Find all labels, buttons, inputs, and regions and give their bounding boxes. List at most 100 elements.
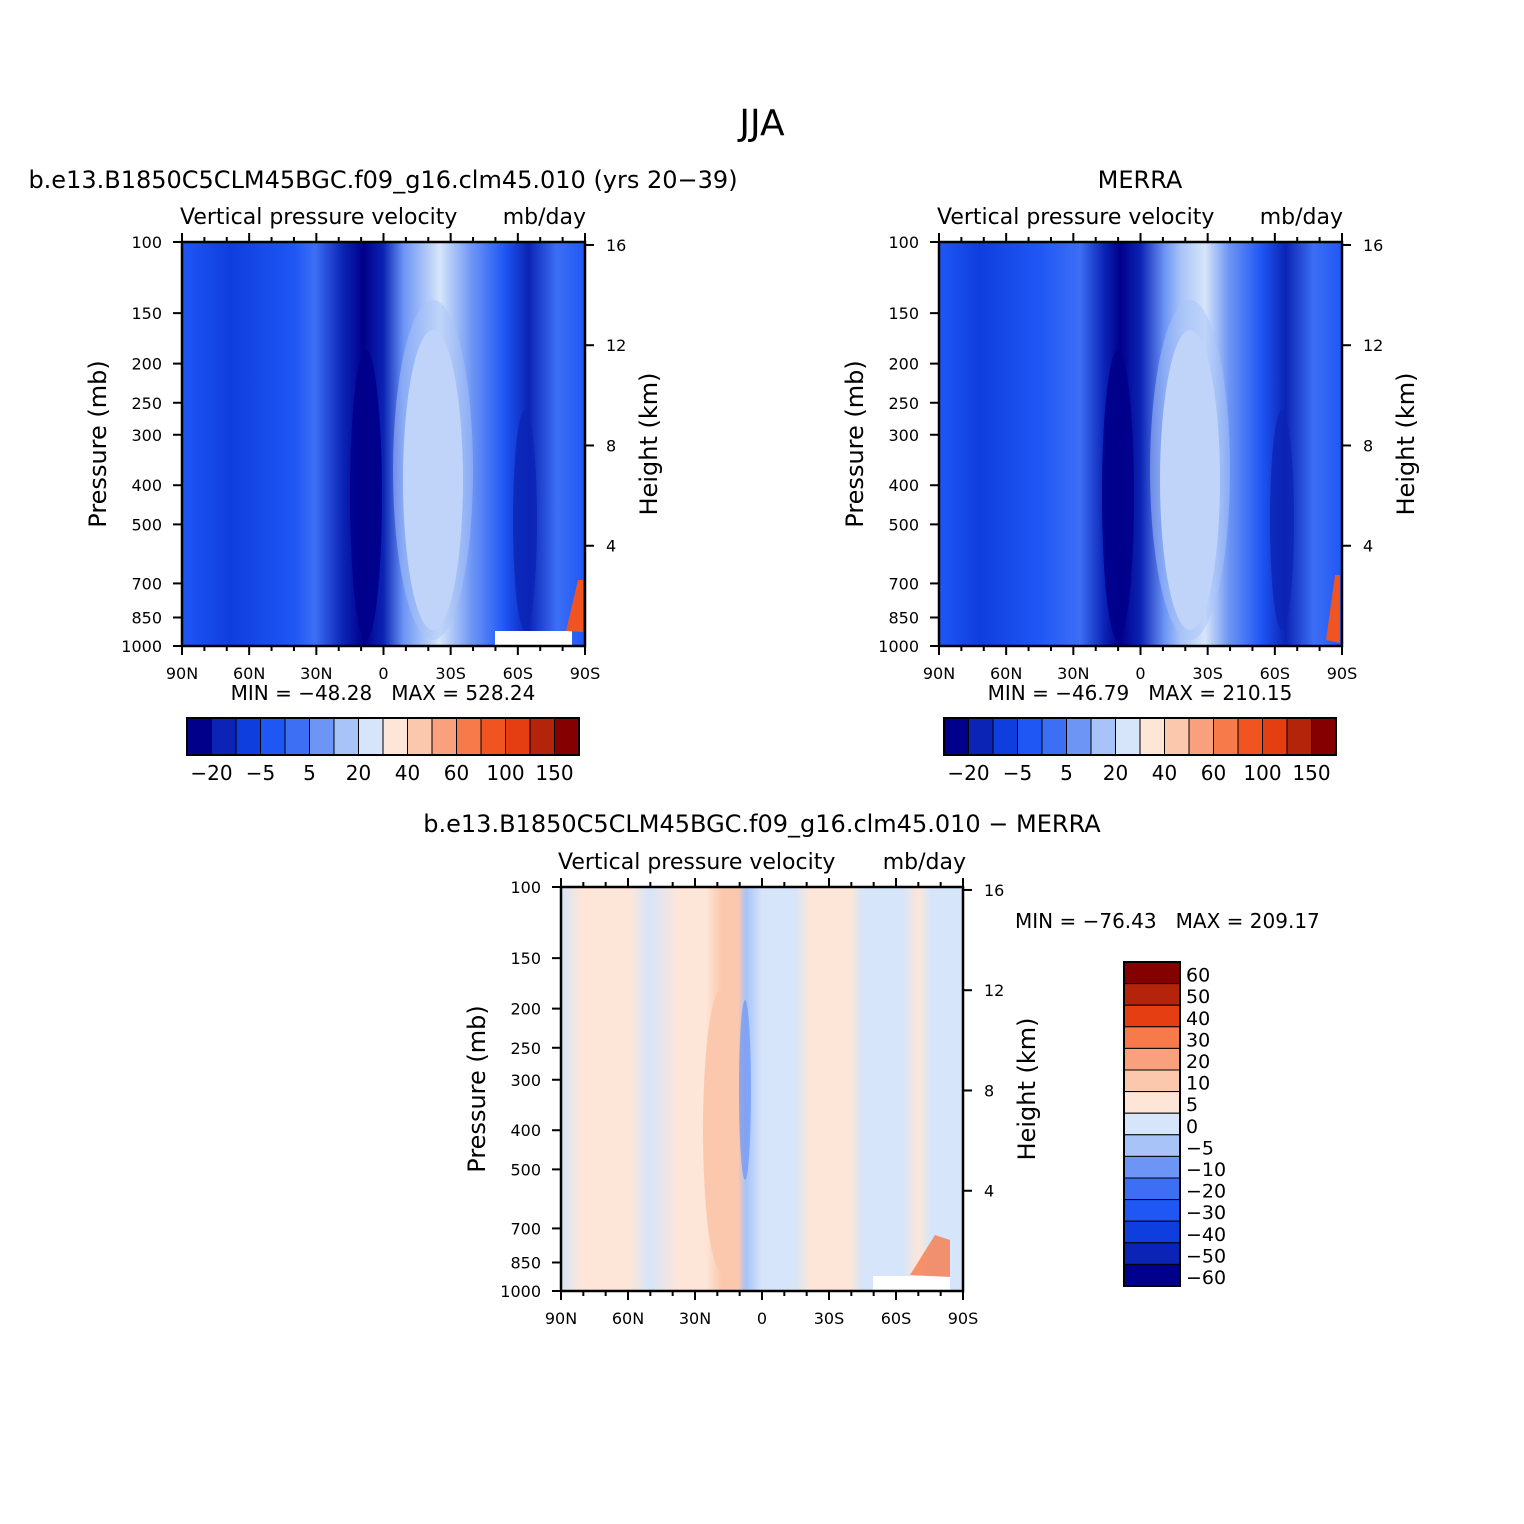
colorbar-swatch bbox=[186, 717, 212, 756]
colorbar-label: 40 bbox=[1152, 761, 1177, 785]
colorbar-label: 150 bbox=[535, 761, 573, 785]
latitude-tick-label: 30S bbox=[1192, 664, 1223, 683]
pressure-tick-label: 200 bbox=[131, 355, 162, 374]
pressure-tick-label: 500 bbox=[888, 515, 919, 534]
panel-merra: MERRA Vertical pressure velocity mb/day … bbox=[841, 166, 1420, 785]
height-tick-label: 12 bbox=[1363, 336, 1383, 355]
pressure-axis: 100 150 200 250 300 400 500 700 850 1000 bbox=[500, 878, 561, 1301]
latitude-axis: 90N 60N 30N 0 30S 60S 90S bbox=[166, 233, 600, 683]
pressure-tick-label: 150 bbox=[510, 949, 541, 968]
panel-title: b.e13.B1850C5CLM45BGC.f09_g16.clm45.010 … bbox=[423, 810, 1101, 838]
colorbar-swatch bbox=[358, 717, 384, 756]
latitude-tick-label: 90N bbox=[923, 664, 955, 683]
colorbar-swatch bbox=[1123, 1026, 1181, 1049]
colorbar-swatch bbox=[1123, 1199, 1181, 1222]
subtitle-right: mb/day bbox=[883, 850, 966, 875]
field-feature bbox=[513, 410, 537, 630]
pressure-tick-label: 250 bbox=[888, 394, 919, 413]
panel-difference: b.e13.B1850C5CLM45BGC.f09_g16.clm45.010 … bbox=[423, 810, 1319, 1328]
pressure-tick-label: 1000 bbox=[121, 637, 162, 656]
colorbar-swatch bbox=[260, 717, 286, 756]
colorbar-swatch bbox=[529, 717, 555, 756]
colorbar-swatch bbox=[309, 717, 335, 756]
colorbar-label: 60 bbox=[1186, 965, 1210, 987]
colorbar-label: 60 bbox=[444, 761, 469, 785]
colorbar-swatch bbox=[1237, 717, 1263, 756]
colorbar-swatch bbox=[1123, 1112, 1181, 1136]
pressure-tick-label: 300 bbox=[510, 1071, 541, 1090]
colorbar-swatch bbox=[1123, 1263, 1181, 1287]
colorbar-swatch bbox=[1213, 717, 1239, 756]
pressure-tick-label: 150 bbox=[888, 304, 919, 323]
height-tick-label: 8 bbox=[984, 1081, 994, 1100]
colorbar-swatch bbox=[456, 717, 482, 756]
panel-title: b.e13.B1850C5CLM45BGC.f09_g16.clm45.010 … bbox=[28, 166, 737, 194]
pressure-axis: 100 150 200 250 300 400 500 700 850 1000 bbox=[121, 233, 182, 656]
y-axis-label: Pressure (mb) bbox=[84, 360, 112, 527]
min-max-label: MIN = −46.79 MAX = 210.15 bbox=[988, 681, 1293, 705]
field-feature bbox=[1270, 410, 1294, 630]
colorbar-frame bbox=[943, 717, 1337, 756]
latitude-tick-label: 0 bbox=[757, 1309, 767, 1328]
pressure-tick-label: 850 bbox=[510, 1253, 541, 1272]
field-feature bbox=[703, 990, 739, 1270]
height-tick-label: 4 bbox=[984, 1182, 994, 1201]
latitude-tick-label: 30S bbox=[814, 1309, 845, 1328]
colorbar-swatch bbox=[1123, 983, 1181, 1006]
height-axis: 16 12 8 4 bbox=[585, 236, 626, 556]
colorbar-swatch bbox=[1188, 717, 1214, 756]
height-tick-label: 8 bbox=[1363, 436, 1373, 455]
field-feature bbox=[350, 350, 382, 640]
colorbar-swatch bbox=[235, 717, 261, 756]
colorbar-swatch bbox=[480, 717, 506, 756]
colorbar-swatch bbox=[1123, 1047, 1181, 1071]
pressure-tick-label: 1000 bbox=[500, 1282, 541, 1301]
colorbar-label: 100 bbox=[1243, 761, 1281, 785]
colorbar-label: 20 bbox=[346, 761, 371, 785]
missing-data bbox=[495, 631, 572, 645]
colorbar-label: −40 bbox=[1186, 1224, 1226, 1246]
latitude-axis: 90N 60N 30N 0 30S 60S 90S bbox=[545, 878, 978, 1328]
colorbar-label: 150 bbox=[1292, 761, 1330, 785]
subtitle-right: mb/day bbox=[503, 205, 586, 230]
colorbar-label: 40 bbox=[395, 761, 420, 785]
height-tick-label: 16 bbox=[984, 881, 1004, 900]
height-tick-label: 4 bbox=[606, 537, 616, 556]
colorbar-swatch bbox=[1017, 717, 1043, 756]
height-axis: 16 12 8 4 bbox=[1342, 236, 1383, 556]
colorbar-label: 5 bbox=[1186, 1094, 1198, 1116]
latitude-tick-label: 30S bbox=[435, 664, 466, 683]
colorbar-label: 40 bbox=[1186, 1008, 1210, 1030]
min-max-label: MIN = −76.43 MAX = 209.17 bbox=[1015, 909, 1320, 933]
latitude-tick-label: 90N bbox=[166, 664, 198, 683]
pressure-tick-label: 1000 bbox=[878, 637, 919, 656]
pressure-axis: 100 150 200 250 300 400 500 700 850 1000 bbox=[878, 233, 939, 656]
colorbar-swatch bbox=[1115, 717, 1141, 756]
latitude-tick-label: 60N bbox=[233, 664, 265, 683]
colorbar-label: 20 bbox=[1186, 1051, 1210, 1073]
pressure-tick-label: 700 bbox=[131, 574, 162, 593]
pressure-tick-label: 500 bbox=[510, 1160, 541, 1179]
min-max-label: MIN = −48.28 MAX = 528.24 bbox=[231, 681, 536, 705]
latitude-tick-label: 90S bbox=[1327, 664, 1358, 683]
pressure-tick-label: 200 bbox=[510, 1000, 541, 1019]
pressure-tick-label: 700 bbox=[888, 574, 919, 593]
colorbar-swatch bbox=[505, 717, 531, 756]
figure-title: JJA bbox=[737, 103, 785, 144]
colorbar-swatch bbox=[1286, 717, 1312, 756]
colorbar-label: 30 bbox=[1186, 1029, 1210, 1051]
colorbar-label: −5 bbox=[246, 761, 275, 785]
subtitle-left: Vertical pressure velocity bbox=[180, 205, 457, 230]
field-feature bbox=[1150, 300, 1230, 640]
colorbar-swatch bbox=[1041, 717, 1067, 756]
colorbar-swatch bbox=[284, 717, 310, 756]
latitude-tick-label: 30N bbox=[300, 664, 332, 683]
pressure-tick-label: 400 bbox=[510, 1121, 541, 1140]
colorbar-label: −50 bbox=[1186, 1245, 1226, 1267]
colorbar-swatch bbox=[1123, 1155, 1181, 1179]
colorbar-label: −5 bbox=[1003, 761, 1032, 785]
latitude-tick-label: 90S bbox=[570, 664, 601, 683]
colorbar-swatch bbox=[1123, 1220, 1181, 1244]
height-tick-label: 4 bbox=[1363, 537, 1373, 556]
